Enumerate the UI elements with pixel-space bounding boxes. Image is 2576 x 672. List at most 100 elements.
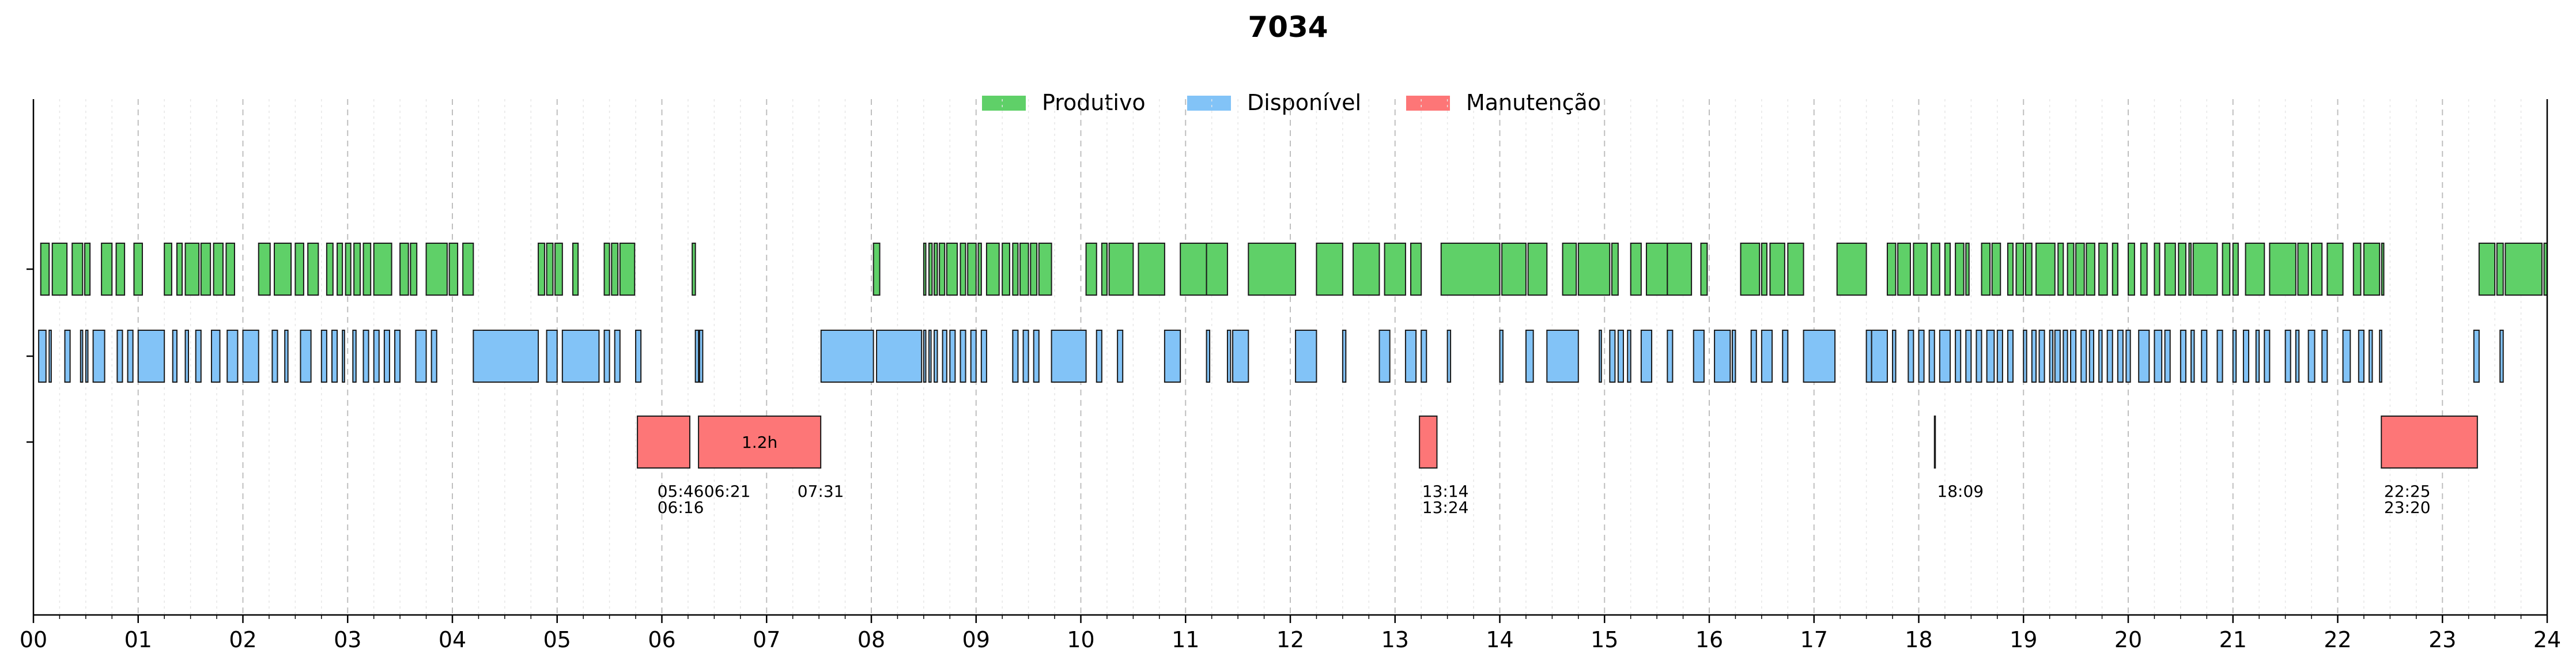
bar-produtivo xyxy=(462,243,474,296)
bar-disponivel xyxy=(942,330,947,383)
bar-disponivel xyxy=(394,330,401,383)
time-annotation: 07:31 xyxy=(798,482,844,501)
bar-disponivel xyxy=(1525,330,1534,383)
x-tick-label: 06 xyxy=(648,627,675,652)
bar-produtivo xyxy=(2269,243,2297,296)
bar-produtivo xyxy=(538,243,545,296)
bar-disponivel xyxy=(137,330,165,383)
bar-produtivo xyxy=(928,243,933,296)
bar-produtivo xyxy=(1761,243,1767,296)
bar-disponivel xyxy=(2264,330,2271,383)
x-tick-label: 20 xyxy=(2114,627,2142,652)
bar-disponivel xyxy=(1761,330,1773,383)
bar-disponivel xyxy=(373,330,380,383)
bar-disponivel xyxy=(242,330,259,383)
bar-disponivel xyxy=(960,330,966,383)
bar-produtivo xyxy=(1248,243,1297,296)
bar-produtivo xyxy=(2057,243,2064,296)
bar-disponivel xyxy=(38,330,47,383)
bar-produtivo xyxy=(1410,243,1422,296)
bar-disponivel xyxy=(1117,330,1124,383)
bar-disponivel xyxy=(1714,330,1731,383)
bar-manutencao xyxy=(2381,416,2478,469)
bar-produtivo xyxy=(2222,243,2231,296)
bar-produtivo xyxy=(572,243,579,296)
bar-produtivo xyxy=(225,243,235,296)
bar-disponivel xyxy=(1012,330,1019,383)
bar-disponivel xyxy=(1033,330,1040,383)
bar-disponivel xyxy=(342,330,345,383)
x-tick-label: 23 xyxy=(2428,627,2456,652)
bar-disponivel xyxy=(1892,330,1897,383)
bar-produtivo xyxy=(2311,243,2323,296)
bar-disponivel xyxy=(2088,330,2095,383)
x-tick-label: 14 xyxy=(1486,627,1513,652)
bar-disponivel xyxy=(1750,330,1757,383)
bar-produtivo xyxy=(115,243,126,296)
bar-disponivel xyxy=(320,330,327,383)
bar-produtivo xyxy=(2154,243,2160,296)
bar-produtivo xyxy=(2297,243,2309,296)
bar-produtivo xyxy=(2352,243,2362,296)
bar-disponivel xyxy=(934,330,938,383)
bar-produtivo xyxy=(40,243,50,296)
bar-produtivo xyxy=(692,243,696,296)
legend-swatch-manutencao xyxy=(1406,96,1450,111)
bar-disponivel xyxy=(1609,330,1616,383)
bar-produtivo xyxy=(934,243,938,296)
bar-disponivel xyxy=(352,330,357,383)
bar-disponivel xyxy=(1226,330,1232,383)
bar-disponivel xyxy=(1446,330,1452,383)
bar-disponivel xyxy=(80,330,84,383)
bar-manutencao xyxy=(1933,416,1936,469)
bar-produtivo xyxy=(2505,243,2543,296)
bar-produtivo xyxy=(967,243,977,296)
bar-produtivo xyxy=(2178,243,2186,296)
bar-produtivo xyxy=(1108,243,1134,296)
bar-produtivo xyxy=(2098,243,2108,296)
bar-disponivel xyxy=(2154,330,2163,383)
bar-disponivel xyxy=(2125,330,2131,383)
bar-produtivo xyxy=(1527,243,1548,296)
bar-produtivo xyxy=(960,243,966,296)
bar-produtivo xyxy=(1101,243,1108,296)
legend-label-produtivo: Produtivo xyxy=(1042,90,1146,115)
x-tick-label: 01 xyxy=(124,627,152,652)
bar-disponivel xyxy=(1986,330,1995,383)
bar-disponivel xyxy=(1996,330,2003,383)
bar-disponivel xyxy=(271,330,278,383)
bar-disponivel xyxy=(876,330,923,383)
bar-disponivel xyxy=(1627,330,1631,383)
bar-produtivo xyxy=(184,243,200,296)
bar-produtivo xyxy=(1353,243,1380,296)
bar-disponivel xyxy=(2023,330,2027,383)
bar-disponivel xyxy=(172,330,177,383)
bar-disponivel xyxy=(2080,330,2087,383)
bar-produtivo xyxy=(2164,243,2176,296)
bar-produtivo xyxy=(1700,243,1708,296)
bar-produtivo xyxy=(1886,243,1897,296)
bar-produtivo xyxy=(410,243,418,296)
bar-disponivel xyxy=(2295,330,2300,383)
time-annotation: 18:09 xyxy=(1937,482,1984,501)
bar-disponivel xyxy=(2255,330,2260,383)
bar-produtivo xyxy=(1981,243,1991,296)
bar-disponivel xyxy=(1731,330,1736,383)
bar-disponivel xyxy=(2164,330,2171,383)
time-annotation: 22:25 xyxy=(2384,482,2431,501)
bar-produtivo xyxy=(1577,243,1611,296)
bar-disponivel xyxy=(2358,330,2365,383)
bar-produtivo xyxy=(448,243,459,296)
bar-produtivo xyxy=(399,243,409,296)
bar-produtivo xyxy=(2245,243,2265,296)
x-tick-label: 11 xyxy=(1172,627,1199,652)
bar-disponivel xyxy=(635,330,642,383)
bar-produtivo xyxy=(2478,243,2496,296)
x-tick-label: 05 xyxy=(543,627,571,652)
bar-disponivel xyxy=(1693,330,1705,383)
bar-disponivel xyxy=(923,330,927,383)
bar-disponivel xyxy=(980,330,987,383)
bar-disponivel xyxy=(546,330,558,383)
bar-produtivo xyxy=(2086,243,2095,296)
bar-disponivel xyxy=(210,330,221,383)
